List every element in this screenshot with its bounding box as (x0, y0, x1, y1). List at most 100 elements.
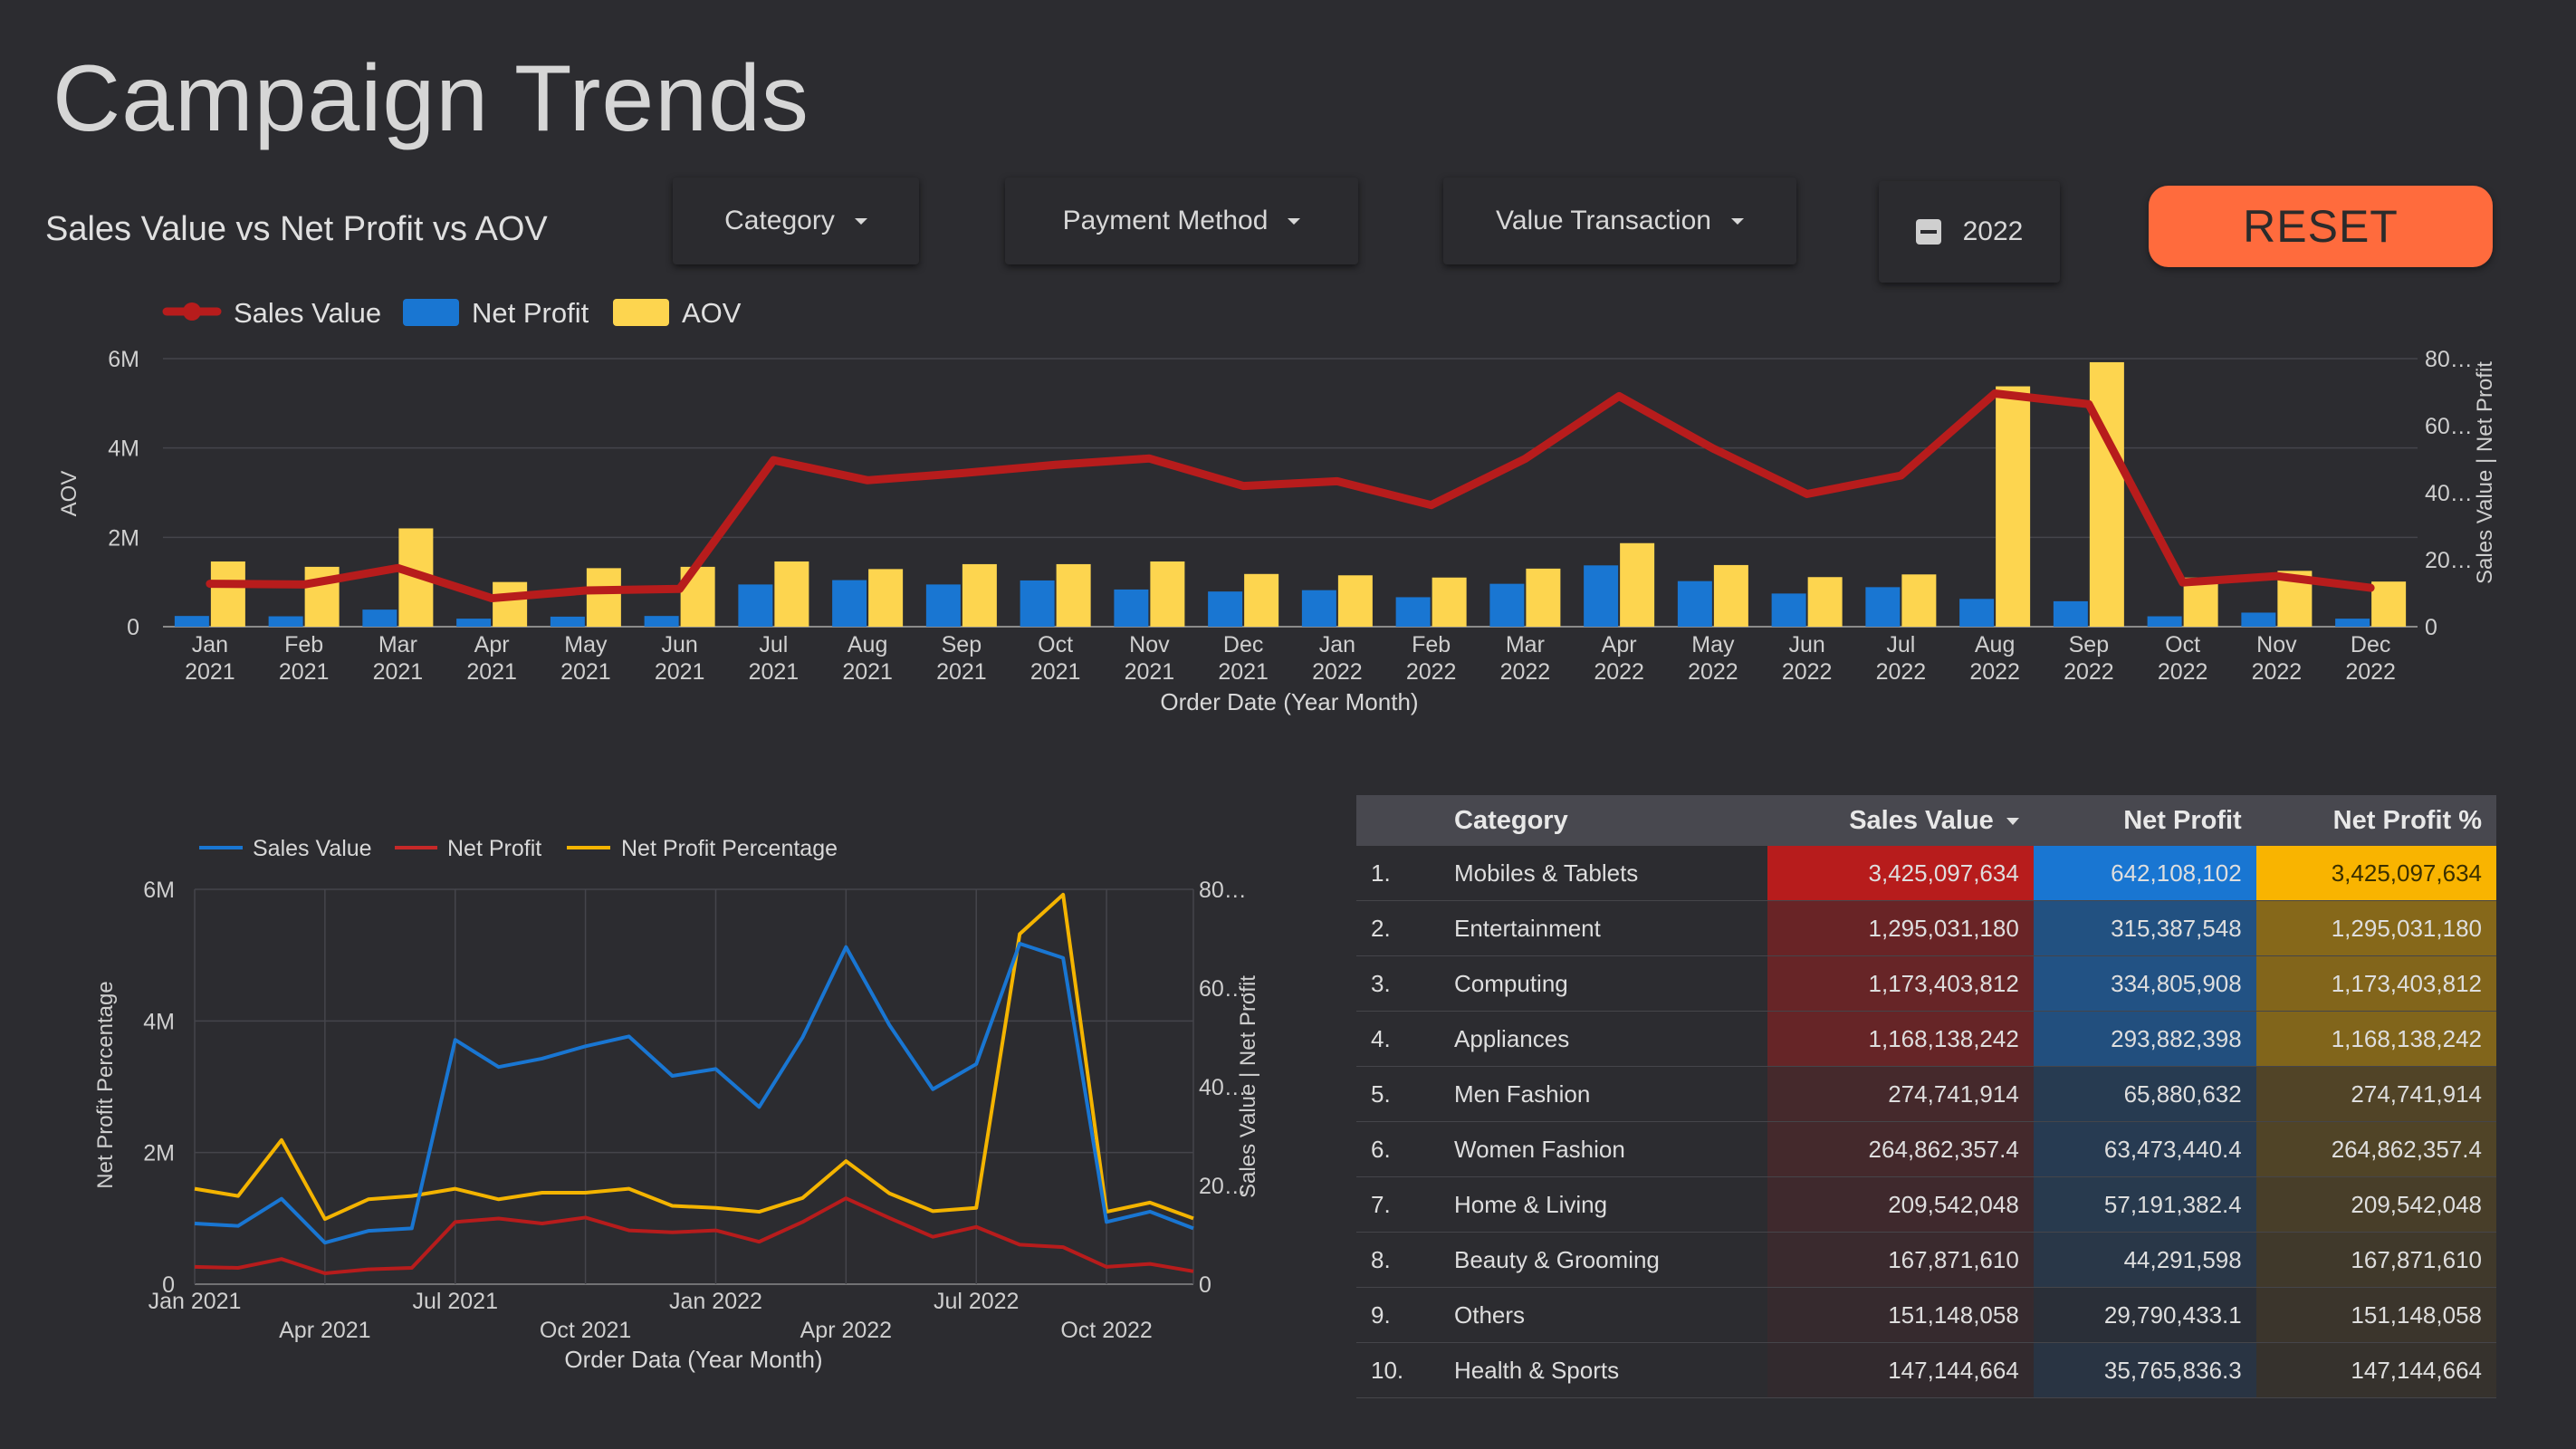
year-filter[interactable]: 2022 (1879, 181, 2060, 283)
bar-aov[interactable] (1807, 577, 1843, 627)
x-tick: Oct 2022 (1060, 1318, 1152, 1343)
y-tick-left: 6M (108, 347, 139, 372)
table-row[interactable]: 10. Health & Sports 147,144,664 35,765,836.… (1356, 1342, 2496, 1398)
bar-net-profit[interactable] (2241, 612, 2276, 627)
value-transaction-filter[interactable]: Value Transaction (1443, 178, 1796, 264)
category-filter[interactable]: Category (673, 178, 919, 264)
table-header-net-profit[interactable]: Net Profit (2033, 795, 2256, 846)
bar-aov[interactable] (1996, 386, 2031, 627)
table-cell-net-profit-pct: 147,144,664 (2255, 1342, 2496, 1398)
bar-net-profit[interactable] (2335, 619, 2370, 627)
bar-net-profit[interactable] (550, 616, 585, 627)
bar-net-profit[interactable] (1301, 590, 1336, 627)
legend-label-sales-value: Sales Value (253, 836, 372, 861)
table-header-net-profit-pct[interactable]: Net Profit % (2255, 795, 2496, 846)
line-sales-value[interactable] (194, 941, 1194, 1245)
bar-aov[interactable] (774, 561, 809, 627)
bar-net-profit[interactable] (1208, 591, 1243, 627)
x-tick-month: May (564, 632, 608, 657)
payment-method-filter[interactable]: Payment Method (1005, 178, 1358, 264)
x-tick-month: Mar (378, 632, 417, 657)
table-row[interactable]: 3. Computing 1,173,403,812 334,805,908 1,173… (1356, 955, 2496, 1012)
x-tick-year: 2021 (936, 659, 987, 685)
bar-net-profit[interactable] (1677, 581, 1712, 627)
bar-aov[interactable] (1056, 563, 1091, 627)
table-row[interactable]: 1. Mobiles & Tablets 3,425,097,634 642,108,… (1356, 846, 2496, 901)
legend-item-sales-value[interactable]: Sales Value (199, 836, 372, 861)
bar-net-profit[interactable] (644, 616, 679, 627)
bar-net-profit[interactable] (925, 584, 961, 627)
table-row[interactable]: 8. Beauty & Grooming 167,871,610 44,291,598… (1356, 1232, 2496, 1288)
table-cell-category: Women Fashion (1440, 1121, 1767, 1177)
bar-aov[interactable] (1150, 561, 1185, 627)
legend-item-net-profit[interactable]: Net Profit (403, 297, 589, 329)
legend-item-sales-value[interactable]: Sales Value (162, 297, 381, 329)
bar-aov[interactable] (2089, 361, 2124, 627)
table-cell-net-profit: 63,473,440.4 (2033, 1121, 2256, 1177)
bar-aov[interactable] (1713, 564, 1748, 627)
x-tick-year: 2022 (1876, 659, 1927, 685)
line-net-profit[interactable] (194, 1196, 1194, 1276)
bar-net-profit[interactable] (1584, 565, 1619, 627)
bar-aov[interactable] (868, 569, 904, 627)
bar-aov[interactable] (1432, 577, 1467, 627)
combo-chart-legend: Sales Value Net Profit AOV (162, 297, 742, 329)
table-row[interactable]: 9. Others 151,148,058 29,790,433.1 151,148,0… (1356, 1287, 2496, 1343)
bar-net-profit[interactable] (2147, 616, 2182, 627)
reset-button[interactable]: RESET (2149, 186, 2493, 267)
bar-net-profit[interactable] (1771, 593, 1806, 627)
x-tick-month: Apr (1602, 632, 1637, 657)
bar-aov[interactable] (1620, 542, 1655, 627)
bar-net-profit[interactable] (362, 609, 397, 627)
x-tick-month: Nov (2256, 632, 2297, 657)
bar-aov[interactable] (1901, 574, 1937, 627)
bar-net-profit[interactable] (738, 584, 773, 627)
bar-aov[interactable] (1244, 573, 1279, 627)
table-row[interactable]: 6. Women Fashion 264,862,357.4 63,473,440.4… (1356, 1121, 2496, 1177)
bar-aov[interactable] (586, 568, 621, 627)
bar-net-profit[interactable] (1114, 589, 1149, 627)
table-cell-net-profit: 293,882,398 (2033, 1011, 2256, 1067)
bar-net-profit[interactable] (832, 580, 867, 627)
x-tick-month: Dec (1223, 632, 1263, 657)
legend-item-aov[interactable]: AOV (613, 297, 742, 329)
bar-net-profit[interactable] (456, 619, 492, 627)
table-row[interactable]: 4. Appliances 1,168,138,242 293,882,398 1,16… (1356, 1011, 2496, 1067)
bar-net-profit[interactable] (1865, 587, 1901, 627)
bar-net-profit[interactable] (1020, 580, 1055, 627)
x-tick-month: Oct (2165, 632, 2200, 657)
bar-net-profit[interactable] (268, 616, 303, 627)
table-cell-index: 9. (1356, 1287, 1440, 1343)
bar-aov[interactable] (962, 563, 997, 627)
checkbox-minus-icon[interactable] (1915, 219, 1941, 245)
table-cell-net-profit: 35,765,836.3 (2033, 1342, 2256, 1398)
combo-chart-ylabel-left: AOV (57, 471, 81, 517)
table-header-category[interactable]: Category (1440, 795, 1767, 846)
table-row[interactable]: 7. Home & Living 209,542,048 57,191,382.4 20… (1356, 1176, 2496, 1233)
table-header-sales-value[interactable]: Sales Value (1767, 795, 2034, 846)
bar-net-profit[interactable] (1489, 583, 1525, 627)
bar-net-profit[interactable] (1395, 597, 1431, 627)
sort-desc-icon (2006, 817, 2019, 825)
bar-net-profit[interactable] (174, 616, 209, 627)
bar-net-profit[interactable] (2053, 600, 2088, 627)
table-cell-category: Beauty & Grooming (1440, 1232, 1767, 1288)
bar-aov[interactable] (493, 581, 528, 627)
table-cell-net-profit: 334,805,908 (2033, 955, 2256, 1012)
line-net-profit-percentage[interactable] (194, 892, 1194, 1222)
bar-aov[interactable] (2371, 581, 2407, 627)
bar-aov[interactable] (1337, 575, 1373, 627)
bar-aov[interactable] (210, 561, 245, 627)
legend-item-net-profit-percentage[interactable]: Net Profit Percentage (567, 836, 838, 861)
y-tick-left: 0 (127, 615, 139, 640)
legend-item-net-profit[interactable]: Net Profit (395, 836, 541, 861)
line-sales-value[interactable] (206, 389, 2375, 603)
y-tick-left: 0 (162, 1272, 175, 1298)
x-tick-month: Sep (942, 632, 982, 657)
bar-net-profit[interactable] (1959, 599, 1995, 627)
table-row[interactable]: 5. Men Fashion 274,741,914 65,880,632 274,74… (1356, 1066, 2496, 1122)
y-tick-left: 4M (108, 437, 139, 462)
bar-aov[interactable] (1526, 568, 1561, 627)
line-chart-ylabel-right: Sales Value | Net Profit (1236, 975, 1260, 1198)
table-row[interactable]: 2. Entertainment 1,295,031,180 315,387,548 1… (1356, 900, 2496, 956)
